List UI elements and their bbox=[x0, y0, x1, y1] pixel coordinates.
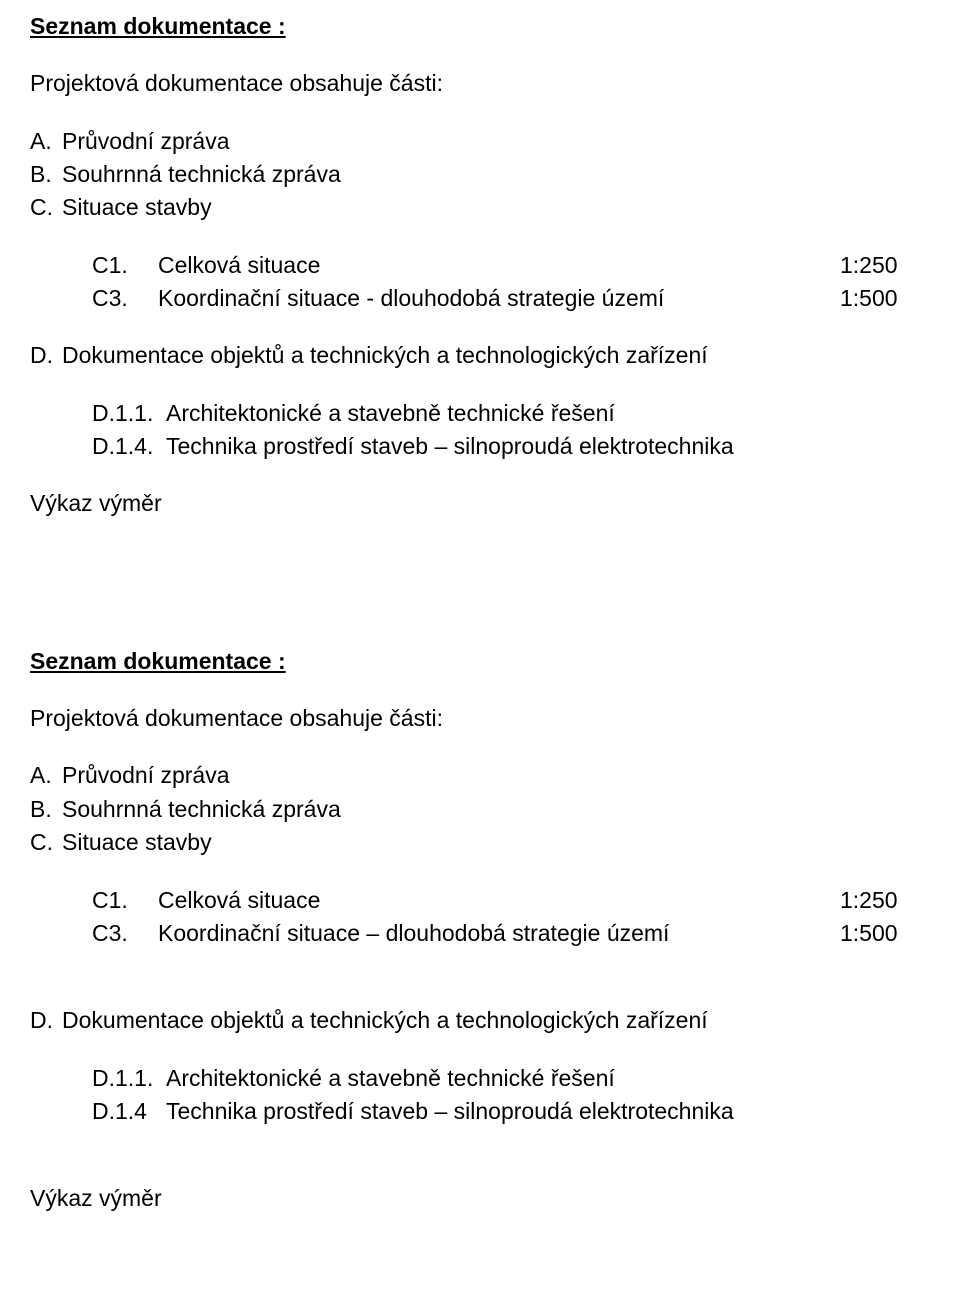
list-label: Souhrnná technická zpráva bbox=[62, 793, 341, 826]
list-prefix: A. bbox=[30, 759, 62, 792]
list-prefix: B. bbox=[30, 793, 62, 826]
list-item: C. Situace stavby bbox=[30, 826, 930, 859]
list-prefix: D. bbox=[30, 1004, 62, 1037]
section2-d-heading: D. Dokumentace objektů a technických a t… bbox=[30, 1004, 930, 1037]
list-item: D.1.4 Technika prostředí staveb – silnop… bbox=[92, 1095, 930, 1128]
table-scale: 1:250 bbox=[840, 249, 930, 282]
list-label: Situace stavby bbox=[62, 826, 212, 859]
table-row: C1. Celková situace 1:250 bbox=[92, 884, 930, 917]
list-label: Dokumentace objektů a technických a tech… bbox=[62, 1004, 708, 1037]
list-prefix: C. bbox=[30, 826, 62, 859]
section1-footer: Výkaz výměr bbox=[30, 487, 930, 520]
section2-intro: Projektová dokumentace obsahuje části: bbox=[30, 702, 930, 735]
spacer bbox=[30, 974, 930, 1004]
list-prefix: C. bbox=[30, 191, 62, 224]
section-gap bbox=[30, 545, 930, 645]
table-scale: 1:250 bbox=[840, 884, 930, 917]
spacer bbox=[30, 1152, 930, 1182]
sublist-code: D.1.1. bbox=[92, 397, 166, 430]
sublist-code: D.1.4. bbox=[92, 430, 166, 463]
list-prefix: B. bbox=[30, 158, 62, 191]
list-label: Průvodní zpráva bbox=[62, 759, 229, 792]
section2-footer: Výkaz výměr bbox=[30, 1182, 930, 1215]
section1-heading: Seznam dokumentace : bbox=[30, 10, 930, 43]
list-prefix: D. bbox=[30, 339, 62, 372]
sublist-label: Technika prostředí staveb – silnoproudá … bbox=[166, 1095, 734, 1128]
section1-top-list: A. Průvodní zpráva B. Souhrnná technická… bbox=[30, 125, 930, 225]
sublist-label: Technika prostředí staveb – silnoproudá … bbox=[166, 430, 734, 463]
sublist-label: Architektonické a stavebně technické řeš… bbox=[166, 1062, 615, 1095]
list-item: B. Souhrnná technická zpráva bbox=[30, 158, 930, 191]
section1-scale-table: C1. Celková situace 1:250 C3. Koordinačn… bbox=[30, 249, 930, 316]
sublist-code: D.1.1. bbox=[92, 1062, 166, 1095]
table-row: C3. Koordinační situace - dlouhodobá str… bbox=[92, 282, 930, 315]
table-code: C3. bbox=[92, 917, 158, 950]
section1-intro: Projektová dokumentace obsahuje části: bbox=[30, 67, 930, 100]
list-label: Situace stavby bbox=[62, 191, 212, 224]
list-item: A. Průvodní zpráva bbox=[30, 125, 930, 158]
table-code: C1. bbox=[92, 884, 158, 917]
list-label: Průvodní zpráva bbox=[62, 125, 229, 158]
list-prefix: A. bbox=[30, 125, 62, 158]
table-label: Celková situace bbox=[158, 249, 840, 282]
table-scale: 1:500 bbox=[840, 282, 930, 315]
section1-d-sublist: D.1.1. Architektonické a stavebně techni… bbox=[30, 397, 930, 464]
list-item: D.1.1. Architektonické a stavebně techni… bbox=[92, 1062, 930, 1095]
table-code: C3. bbox=[92, 282, 158, 315]
table-row: C3. Koordinační situace – dlouhodobá str… bbox=[92, 917, 930, 950]
table-label: Koordinační situace - dlouhodobá strateg… bbox=[158, 282, 840, 315]
list-item: D.1.4. Technika prostředí staveb – silno… bbox=[92, 430, 930, 463]
table-label: Koordinační situace – dlouhodobá strateg… bbox=[158, 917, 840, 950]
table-label: Celková situace bbox=[158, 884, 840, 917]
table-row: C1. Celková situace 1:250 bbox=[92, 249, 930, 282]
table-scale: 1:500 bbox=[840, 917, 930, 950]
sublist-code: D.1.4 bbox=[92, 1095, 166, 1128]
list-item: D.1.1. Architektonické a stavebně techni… bbox=[92, 397, 930, 430]
section1-d-heading: D. Dokumentace objektů a technických a t… bbox=[30, 339, 930, 372]
section2-heading: Seznam dokumentace : bbox=[30, 645, 930, 678]
list-item: B. Souhrnná technická zpráva bbox=[30, 793, 930, 826]
section2-scale-table: C1. Celková situace 1:250 C3. Koordinačn… bbox=[30, 884, 930, 951]
section2-top-list: A. Průvodní zpráva B. Souhrnná technická… bbox=[30, 759, 930, 859]
list-item: C. Situace stavby bbox=[30, 191, 930, 224]
list-label: Souhrnná technická zpráva bbox=[62, 158, 341, 191]
section2-d-sublist: D.1.1. Architektonické a stavebně techni… bbox=[30, 1062, 930, 1129]
sublist-label: Architektonické a stavebně technické řeš… bbox=[166, 397, 615, 430]
list-label: Dokumentace objektů a technických a tech… bbox=[62, 339, 708, 372]
table-code: C1. bbox=[92, 249, 158, 282]
list-item: A. Průvodní zpráva bbox=[30, 759, 930, 792]
